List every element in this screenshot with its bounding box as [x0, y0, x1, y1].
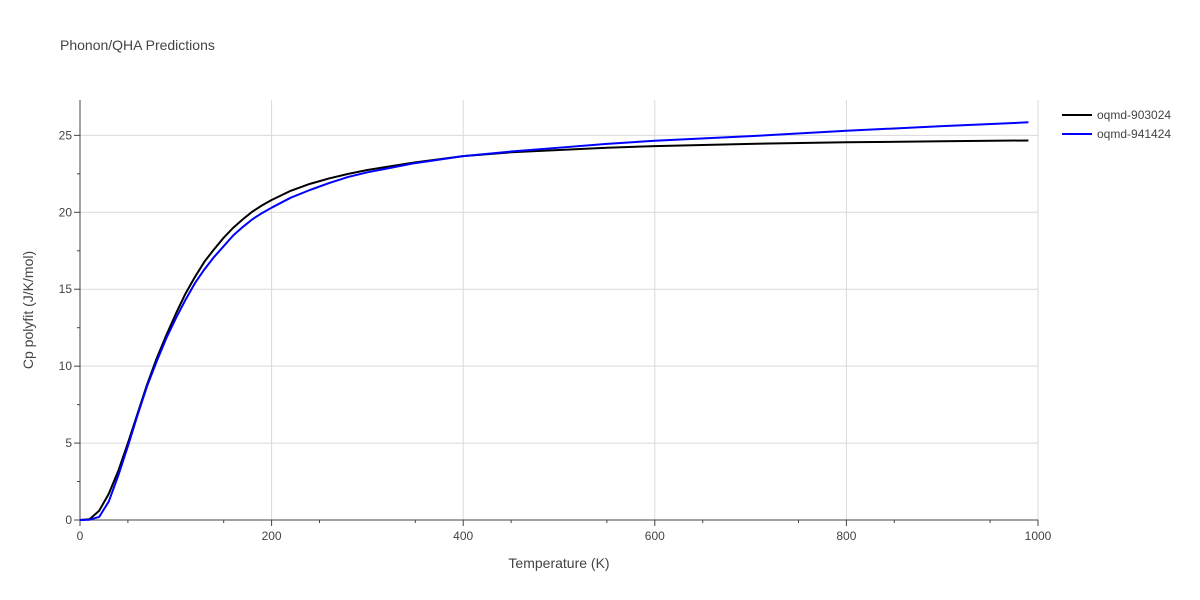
- x-axis-title: Temperature (K): [508, 555, 609, 571]
- x-tick-label: 1000: [1025, 529, 1052, 543]
- grid: [80, 100, 1039, 520]
- x-tick-label: 0: [77, 529, 84, 543]
- chart-title: Phonon/QHA Predictions: [60, 37, 215, 53]
- series-line-oqmd-941424: [79, 121, 1029, 521]
- series-line-oqmd-903024: [79, 139, 1029, 521]
- x-tick-label: 600: [645, 529, 665, 543]
- y-tick-label: 25: [59, 128, 73, 142]
- y-tick-label: 15: [59, 282, 73, 296]
- x-tick-label: 800: [836, 529, 856, 543]
- legend-label: oqmd-941424: [1097, 127, 1171, 141]
- legend-item-oqmd-941424[interactable]: oqmd-941424: [1062, 127, 1171, 141]
- y-tick-label: 20: [59, 205, 73, 219]
- y-tick-label: 5: [65, 436, 72, 450]
- series-lines: [79, 121, 1029, 521]
- axes: 0 200 400 600 800 1000 0 5 10 15 20 25: [59, 100, 1052, 543]
- y-tick-label: 10: [59, 359, 73, 373]
- y-tick-label: 0: [65, 513, 72, 527]
- x-tick-label: 200: [262, 529, 282, 543]
- x-tick-label: 400: [453, 529, 473, 543]
- legend-item-oqmd-903024[interactable]: oqmd-903024: [1062, 108, 1171, 122]
- legend[interactable]: oqmd-903024 oqmd-941424: [1062, 108, 1171, 141]
- y-axis-title: Cp polyfit (J/K/mol): [20, 251, 36, 369]
- legend-label: oqmd-903024: [1097, 108, 1171, 122]
